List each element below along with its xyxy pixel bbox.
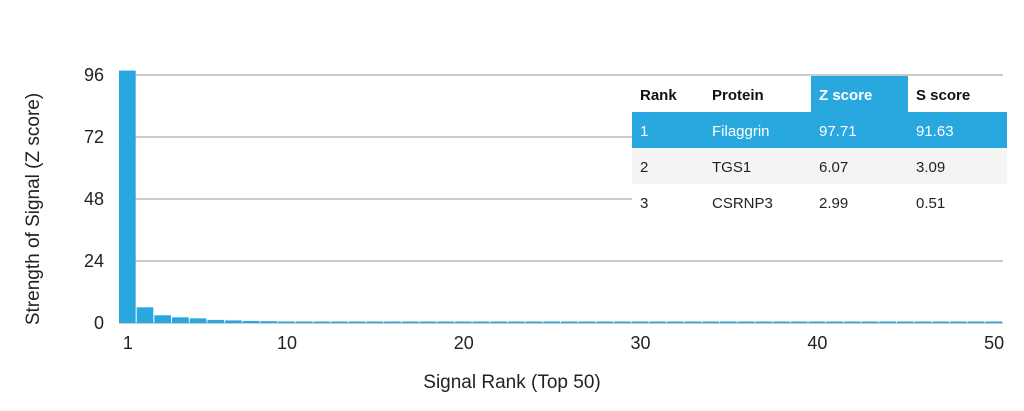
table-cell: 1 (640, 123, 648, 140)
bar (490, 321, 507, 323)
bars (119, 70, 1002, 324)
x-tick-label: 10 (277, 333, 297, 353)
table-cell: 6.07 (819, 159, 848, 176)
bar (454, 321, 472, 323)
bar (295, 321, 313, 323)
table-header-rank: Rank (640, 87, 677, 104)
bar (172, 317, 189, 323)
table-cell: 2 (640, 159, 648, 176)
z-score-header-highlight (811, 76, 908, 112)
bar (366, 321, 384, 323)
bar (278, 321, 295, 323)
bar (578, 321, 596, 323)
bar (119, 70, 136, 324)
y-tick-label: 0 (94, 313, 104, 333)
bar (419, 321, 437, 323)
table-cell: 3.09 (916, 159, 945, 176)
bar (242, 320, 260, 323)
bar (949, 321, 967, 323)
table-header-s-score: S score (916, 87, 970, 104)
table-cell: CSRNP3 (712, 195, 773, 212)
table-header-protein: Protein (712, 87, 764, 104)
bar (331, 321, 348, 323)
bar (843, 321, 861, 323)
x-tick-labels: 1 10 20 30 40 50 (123, 333, 1004, 353)
top-hits-table: Rank Protein Z score S score 1 Filaggrin 97.71… (632, 76, 1007, 220)
x-tick-label: 40 (807, 333, 827, 353)
table-cell: 3 (640, 195, 648, 212)
bar (649, 321, 667, 323)
y-tick-label: 96 (84, 65, 104, 85)
y-tick-labels: 0 24 48 72 96 (84, 65, 104, 333)
bar (507, 321, 525, 323)
bar (826, 321, 843, 323)
table-row (632, 148, 1007, 184)
bar (437, 321, 454, 323)
table-cell: Filaggrin (712, 123, 770, 140)
bar (207, 319, 225, 323)
bar (879, 321, 896, 323)
bar (614, 321, 631, 323)
bar (525, 321, 543, 323)
table-cell: 97.71 (819, 123, 857, 140)
table-cell: 0.51 (916, 195, 945, 212)
bar (667, 321, 684, 323)
bar (914, 321, 932, 323)
x-tick-label: 1 (123, 333, 133, 353)
x-tick-label: 30 (631, 333, 651, 353)
bar (737, 321, 755, 323)
bar (985, 321, 1002, 323)
bar (702, 321, 720, 323)
y-tick-label: 24 (84, 251, 104, 271)
bar (967, 321, 985, 323)
bar (260, 321, 278, 323)
table-header-z-score: Z score (819, 87, 872, 104)
bar (189, 318, 207, 323)
bar (720, 321, 737, 323)
x-tick-label: 20 (454, 333, 474, 353)
bar (755, 321, 773, 323)
bar (543, 321, 560, 323)
x-axis-title: Signal Rank (Top 50) (423, 372, 600, 393)
y-tick-label: 48 (84, 189, 104, 209)
bar (773, 321, 790, 323)
bar (896, 321, 914, 323)
bar (808, 321, 826, 323)
bar (631, 321, 649, 323)
bar (790, 321, 808, 323)
bar (684, 321, 702, 323)
table-cell: TGS1 (712, 159, 751, 176)
table-row (632, 112, 1007, 148)
bar (225, 320, 242, 323)
bar (561, 321, 578, 323)
bar (154, 315, 172, 323)
y-axis-title: Strength of Signal (Z score) (23, 93, 44, 325)
bar (861, 321, 879, 323)
bar (596, 321, 614, 323)
bar (401, 321, 419, 323)
bar (313, 321, 331, 323)
table-cell: 91.63 (916, 123, 954, 140)
table-cell: 2.99 (819, 195, 848, 212)
bar (136, 307, 154, 323)
bar (932, 321, 949, 323)
bar (472, 321, 490, 323)
bar (348, 321, 366, 323)
bar (384, 321, 401, 323)
x-tick-label: 50 (984, 333, 1004, 353)
table-row (632, 184, 1007, 220)
y-tick-label: 72 (84, 127, 104, 147)
